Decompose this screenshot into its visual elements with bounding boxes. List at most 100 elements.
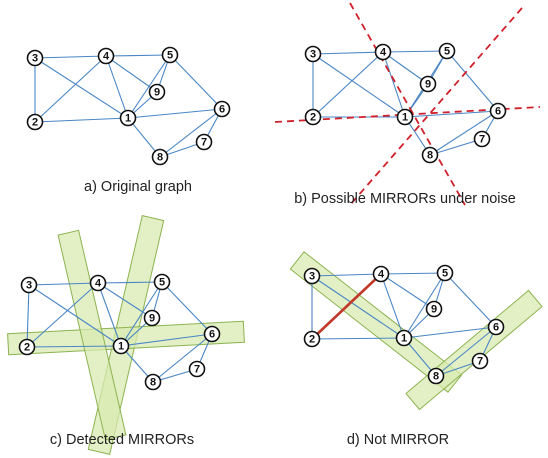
node-circle-a-4 [97,47,115,65]
node-circle-b-7 [473,130,491,148]
node-d-3: 3 [303,267,321,285]
node-b-1: 1 [396,108,414,126]
node-a-6: 6 [213,100,231,118]
node-label-b-2: 2 [310,112,316,124]
node-circle-c-6 [203,325,221,343]
node-circle-b-3 [304,45,322,63]
node-label-d-7: 7 [477,356,483,368]
node-circle-a-8 [151,148,169,166]
node-b-3: 3 [304,45,322,63]
node-d-7: 7 [471,352,489,370]
edge-a-4-9 [105,55,158,93]
edge-b-8-6 [429,110,499,156]
node-d-5: 5 [436,264,454,282]
node-label-b-3: 3 [310,49,316,61]
node-label-c-7: 7 [194,364,200,376]
node-a-5: 5 [161,46,179,64]
node-d-4: 4 [372,265,390,283]
node-circle-d-7 [471,352,489,370]
node-label-a-2: 2 [32,117,38,129]
edge-c-2-1 [26,345,122,348]
node-circle-a-1 [119,109,137,127]
panel-detected-mirrors: 1 2 3 4 5 6 7 8 9 [7,214,245,456]
node-circle-c-8 [144,373,162,391]
node-label-b-1: 1 [402,112,408,124]
node-label-c-3: 3 [26,280,32,292]
node-circle-d-6 [487,318,505,336]
node-label-b-9: 9 [425,79,431,91]
node-label-c-9: 9 [149,313,155,325]
edge-a-3-1 [34,57,129,119]
node-label-b-7: 7 [479,134,485,146]
edge-a-4-1 [105,55,129,119]
node-b-9: 9 [419,75,437,93]
edge-c-4-1 [97,282,122,347]
node-c-9: 9 [143,309,161,327]
edge-b-4-9 [382,51,429,85]
node-circle-a-3 [26,49,44,67]
edge-b-3-4 [312,51,384,55]
node-b-5: 5 [438,42,456,60]
node-label-b-4: 4 [380,47,387,59]
node-label-c-8: 8 [150,377,156,389]
edge-a-4-5 [105,54,171,57]
panel-original-graph: 1 2 3 4 5 6 7 8 9 [26,46,231,166]
node-circle-d-3 [303,267,321,285]
node-circle-b-8 [421,146,439,164]
caption-d: d) Not MIRROR [347,432,449,448]
node-label-d-6: 6 [493,322,499,334]
node-circle-b-2 [304,108,322,126]
node-b-4: 4 [374,43,392,61]
node-circle-d-2 [303,330,321,348]
node-c-1: 1 [112,337,130,355]
mirror-band-2 [57,229,127,441]
node-label-d-8: 8 [433,371,439,383]
node-label-c-5: 5 [159,277,165,289]
mirror-dashed-line-0 [349,2,466,206]
node-label-d-9: 9 [431,304,437,316]
node-c-3: 3 [20,276,38,294]
node-a-1: 1 [119,109,137,127]
node-a-2: 2 [26,113,44,131]
edge-c-3-2 [26,284,30,348]
edge-a-2-1 [34,117,129,123]
edge-b-4-1 [382,51,406,118]
edge-b-3-1 [312,53,406,118]
node-circle-a-2 [26,113,44,131]
node-label-a-9: 9 [154,87,160,99]
node-d-2: 2 [303,330,321,348]
node-label-c-1: 1 [118,341,124,353]
highlighted-edge-2-4 [311,273,382,340]
edge-b-5-6 [446,50,499,112]
node-b-7: 7 [473,130,491,148]
edge-d-4-9 [380,273,435,310]
edge-d-1-6 [403,326,497,339]
edge-b-4-5 [382,50,448,53]
node-label-c-6: 6 [209,329,215,341]
node-circle-d-8 [427,367,445,385]
panel-not-mirror: 1 2 3 4 5 6 7 8 9 [289,251,543,411]
node-a-3: 3 [26,49,44,67]
node-circle-d-9 [425,300,443,318]
node-circle-c-2 [18,338,36,356]
node-label-b-6: 6 [495,106,501,118]
node-circle-d-1 [395,329,413,347]
edge-d-2-1 [311,337,405,340]
caption-b: b) Possible MIRRORs under noise [294,191,516,207]
node-circle-c-9 [143,309,161,327]
node-b-8: 8 [421,146,439,164]
node-label-c-2: 2 [24,342,30,354]
edge-c-4-5 [97,281,163,284]
node-label-d-1: 1 [401,333,407,345]
edge-c-3-1 [28,284,122,347]
node-circle-c-3 [20,276,38,294]
mirror-dashed-line-2 [349,7,523,206]
panel-possible-mirrors: 1 2 3 4 5 6 7 8 9 [274,2,541,206]
node-label-c-4: 4 [95,278,102,290]
edge-b-1-6 [404,110,499,118]
edge-d-3-4 [311,273,382,277]
edge-d-5-6 [444,272,497,328]
node-d-9: 9 [425,300,443,318]
node-a-7: 7 [195,133,213,151]
node-circle-a-6 [213,100,231,118]
